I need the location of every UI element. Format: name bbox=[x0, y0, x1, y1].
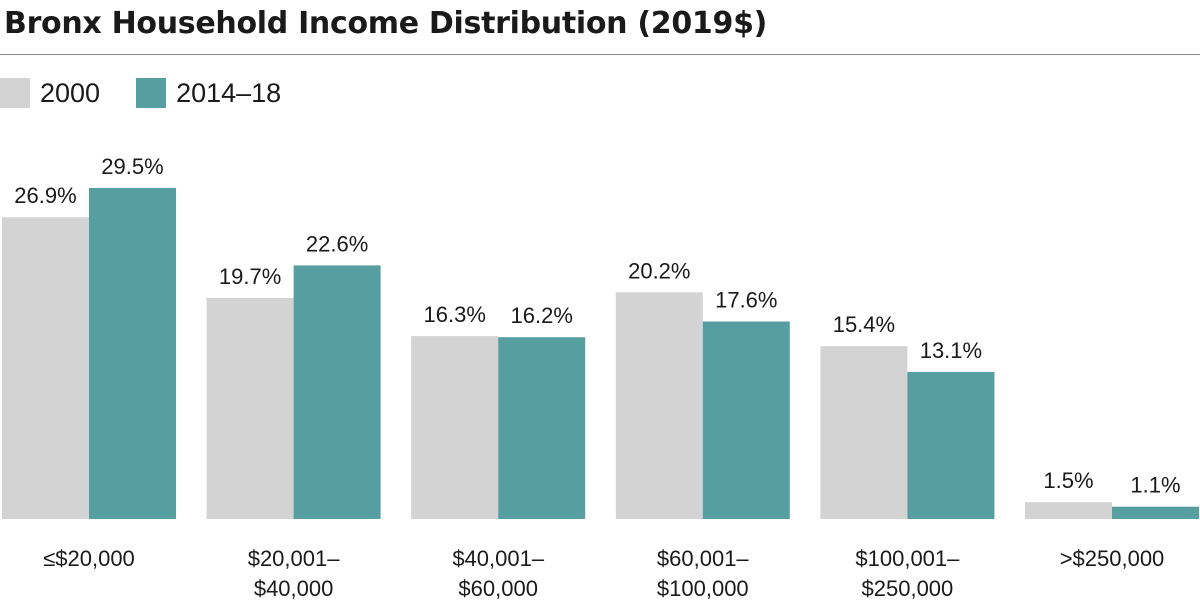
legend-label-2014-18: 2014–18 bbox=[176, 77, 282, 108]
data-label-2000-3: 20.2% bbox=[628, 258, 690, 283]
title-divider bbox=[0, 54, 1200, 55]
legend-swatch-2000 bbox=[0, 78, 30, 108]
legend: 2000 2014–18 bbox=[0, 76, 317, 110]
bar-2000-5 bbox=[1025, 502, 1112, 519]
category-label-2-line-0: $40,001– bbox=[452, 546, 545, 571]
data-label-2000-0: 26.9% bbox=[14, 183, 76, 208]
category-label-1-line-1: $40,000 bbox=[254, 576, 334, 601]
data-label-2000-5: 1.5% bbox=[1043, 468, 1093, 493]
bar-2000-4 bbox=[820, 346, 908, 519]
legend-item-2000: 2000 bbox=[0, 78, 100, 109]
legend-swatch-2014-18 bbox=[136, 78, 167, 108]
bar-2014-18-3 bbox=[702, 321, 790, 519]
bar-2014-18-5 bbox=[1112, 506, 1199, 519]
bar-2014-18-0 bbox=[89, 188, 176, 519]
data-label-2014-18-2: 16.2% bbox=[511, 303, 573, 328]
data-label-2000-4: 15.4% bbox=[833, 312, 895, 337]
category-label-3-line-1: $100,000 bbox=[657, 576, 749, 601]
bar-2000-1 bbox=[206, 298, 294, 519]
data-label-2014-18-5: 1.1% bbox=[1130, 473, 1180, 498]
bar-2000-3 bbox=[615, 292, 703, 519]
legend-label-2000: 2000 bbox=[40, 77, 101, 108]
data-label-2000-2: 16.3% bbox=[424, 302, 486, 327]
data-label-2000-1: 19.7% bbox=[219, 264, 281, 289]
bar-2014-18-1 bbox=[293, 265, 381, 519]
data-label-2014-18-1: 22.6% bbox=[306, 231, 368, 256]
data-label-2014-18-4: 13.1% bbox=[920, 338, 982, 363]
category-label-3-line-0: $60,001– bbox=[657, 546, 750, 571]
data-label-2014-18-0: 29.5% bbox=[101, 154, 163, 179]
legend-item-2014-18: 2014–18 bbox=[136, 78, 281, 109]
bar-2014-18-2 bbox=[498, 337, 586, 519]
category-label-2-line-1: $60,000 bbox=[458, 576, 538, 601]
bar-2000-2 bbox=[411, 336, 499, 519]
bar-2014-18-4 bbox=[907, 372, 995, 519]
data-label-2014-18-3: 17.6% bbox=[715, 288, 777, 313]
category-label-5: >$250,000 bbox=[1060, 546, 1165, 571]
category-label-1-line-0: $20,001– bbox=[248, 546, 341, 571]
chart-title: Bronx Household Income Distribution (201… bbox=[4, 6, 768, 41]
category-label-4-line-1: $250,000 bbox=[862, 576, 954, 601]
category-label-0: ≤$20,000 bbox=[43, 546, 135, 571]
category-label-4-line-0: $100,001– bbox=[855, 546, 960, 571]
bar-2000-0 bbox=[2, 217, 89, 519]
